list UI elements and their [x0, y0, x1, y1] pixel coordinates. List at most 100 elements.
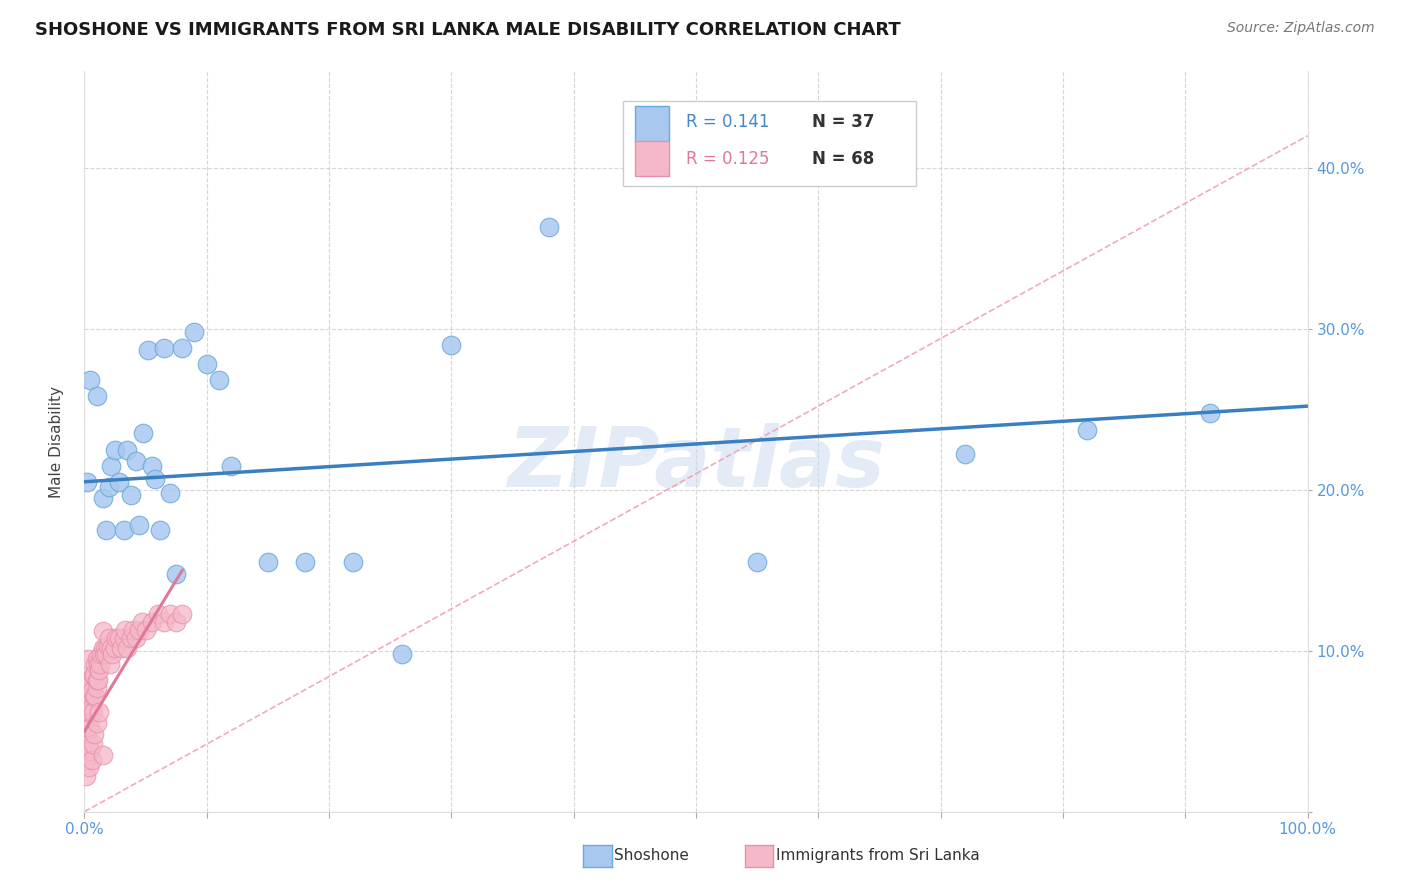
- Point: [100, 640, 122, 655]
- Point: [128, 623, 150, 637]
- Point: [75, 716, 97, 731]
- Point: [183, 325, 205, 339]
- Point: [143, 472, 166, 486]
- Point: [77, 721, 100, 735]
- Point: [77, 737, 100, 751]
- Point: [172, 341, 194, 355]
- Point: [125, 454, 148, 468]
- Point: [105, 631, 128, 645]
- Point: [132, 426, 155, 441]
- Point: [391, 647, 413, 661]
- Point: [165, 566, 187, 581]
- Point: [84, 657, 107, 671]
- Point: [120, 631, 142, 645]
- Point: [77, 759, 100, 773]
- Point: [115, 640, 138, 655]
- Point: [77, 684, 100, 698]
- Text: Source: ZipAtlas.com: Source: ZipAtlas.com: [1227, 21, 1375, 35]
- Point: [1076, 423, 1098, 437]
- Point: [79, 689, 101, 703]
- Point: [86, 681, 108, 695]
- Point: [135, 623, 157, 637]
- Point: [141, 615, 163, 629]
- Point: [120, 488, 142, 502]
- Point: [94, 640, 117, 655]
- Point: [122, 623, 145, 637]
- Point: [82, 705, 104, 719]
- Point: [104, 640, 127, 655]
- Text: ZIPatlas: ZIPatlas: [508, 423, 884, 504]
- Point: [93, 647, 115, 661]
- Text: R = 0.141: R = 0.141: [686, 113, 769, 131]
- Point: [97, 631, 120, 645]
- Point: [208, 373, 231, 387]
- FancyBboxPatch shape: [636, 106, 669, 142]
- Point: [115, 442, 138, 457]
- Point: [953, 447, 976, 461]
- Point: [83, 689, 105, 703]
- Point: [165, 615, 187, 629]
- Text: R = 0.125: R = 0.125: [686, 150, 769, 168]
- Point: [149, 523, 172, 537]
- Point: [98, 657, 121, 671]
- Point: [101, 647, 124, 661]
- Point: [159, 486, 181, 500]
- Point: [110, 640, 132, 655]
- Point: [107, 475, 129, 489]
- Point: [97, 639, 120, 653]
- Point: [91, 491, 114, 505]
- Point: [91, 640, 114, 655]
- Point: [76, 705, 98, 719]
- Text: N = 68: N = 68: [813, 150, 875, 168]
- Point: [87, 705, 110, 719]
- Point: [82, 668, 104, 682]
- Point: [83, 668, 105, 682]
- Point: [86, 673, 108, 687]
- Point: [87, 657, 110, 671]
- Point: [86, 389, 108, 403]
- Point: [153, 341, 176, 355]
- Point: [538, 220, 561, 235]
- Point: [257, 555, 280, 569]
- Point: [96, 647, 118, 661]
- Point: [159, 607, 181, 621]
- Point: [76, 475, 98, 489]
- Point: [80, 753, 103, 767]
- Point: [172, 607, 194, 621]
- Point: [91, 624, 114, 639]
- Point: [86, 716, 108, 731]
- Point: [131, 615, 153, 629]
- Point: [82, 737, 104, 751]
- Point: [747, 555, 769, 569]
- Point: [125, 631, 148, 645]
- Point: [87, 673, 110, 687]
- Point: [80, 684, 103, 698]
- Point: [97, 480, 120, 494]
- Point: [77, 705, 100, 719]
- Point: [1198, 406, 1220, 420]
- Point: [77, 737, 100, 751]
- Point: [79, 673, 101, 687]
- Point: [112, 523, 135, 537]
- Point: [89, 657, 111, 671]
- Y-axis label: Male Disability: Male Disability: [49, 385, 63, 498]
- Point: [87, 663, 110, 677]
- Point: [75, 769, 97, 783]
- Point: [104, 442, 127, 457]
- Text: SHOSHONE VS IMMIGRANTS FROM SRI LANKA MALE DISABILITY CORRELATION CHART: SHOSHONE VS IMMIGRANTS FROM SRI LANKA MA…: [35, 21, 901, 38]
- Point: [128, 518, 150, 533]
- Point: [77, 748, 100, 763]
- Point: [146, 607, 169, 621]
- Point: [96, 523, 118, 537]
- Point: [342, 555, 364, 569]
- Point: [107, 631, 129, 645]
- Point: [79, 721, 101, 735]
- Point: [219, 458, 242, 473]
- Point: [112, 631, 135, 645]
- Point: [77, 652, 100, 666]
- Point: [294, 555, 316, 569]
- Point: [91, 748, 114, 763]
- Text: Immigrants from Sri Lanka: Immigrants from Sri Lanka: [776, 848, 980, 863]
- Point: [195, 357, 218, 371]
- Point: [79, 373, 101, 387]
